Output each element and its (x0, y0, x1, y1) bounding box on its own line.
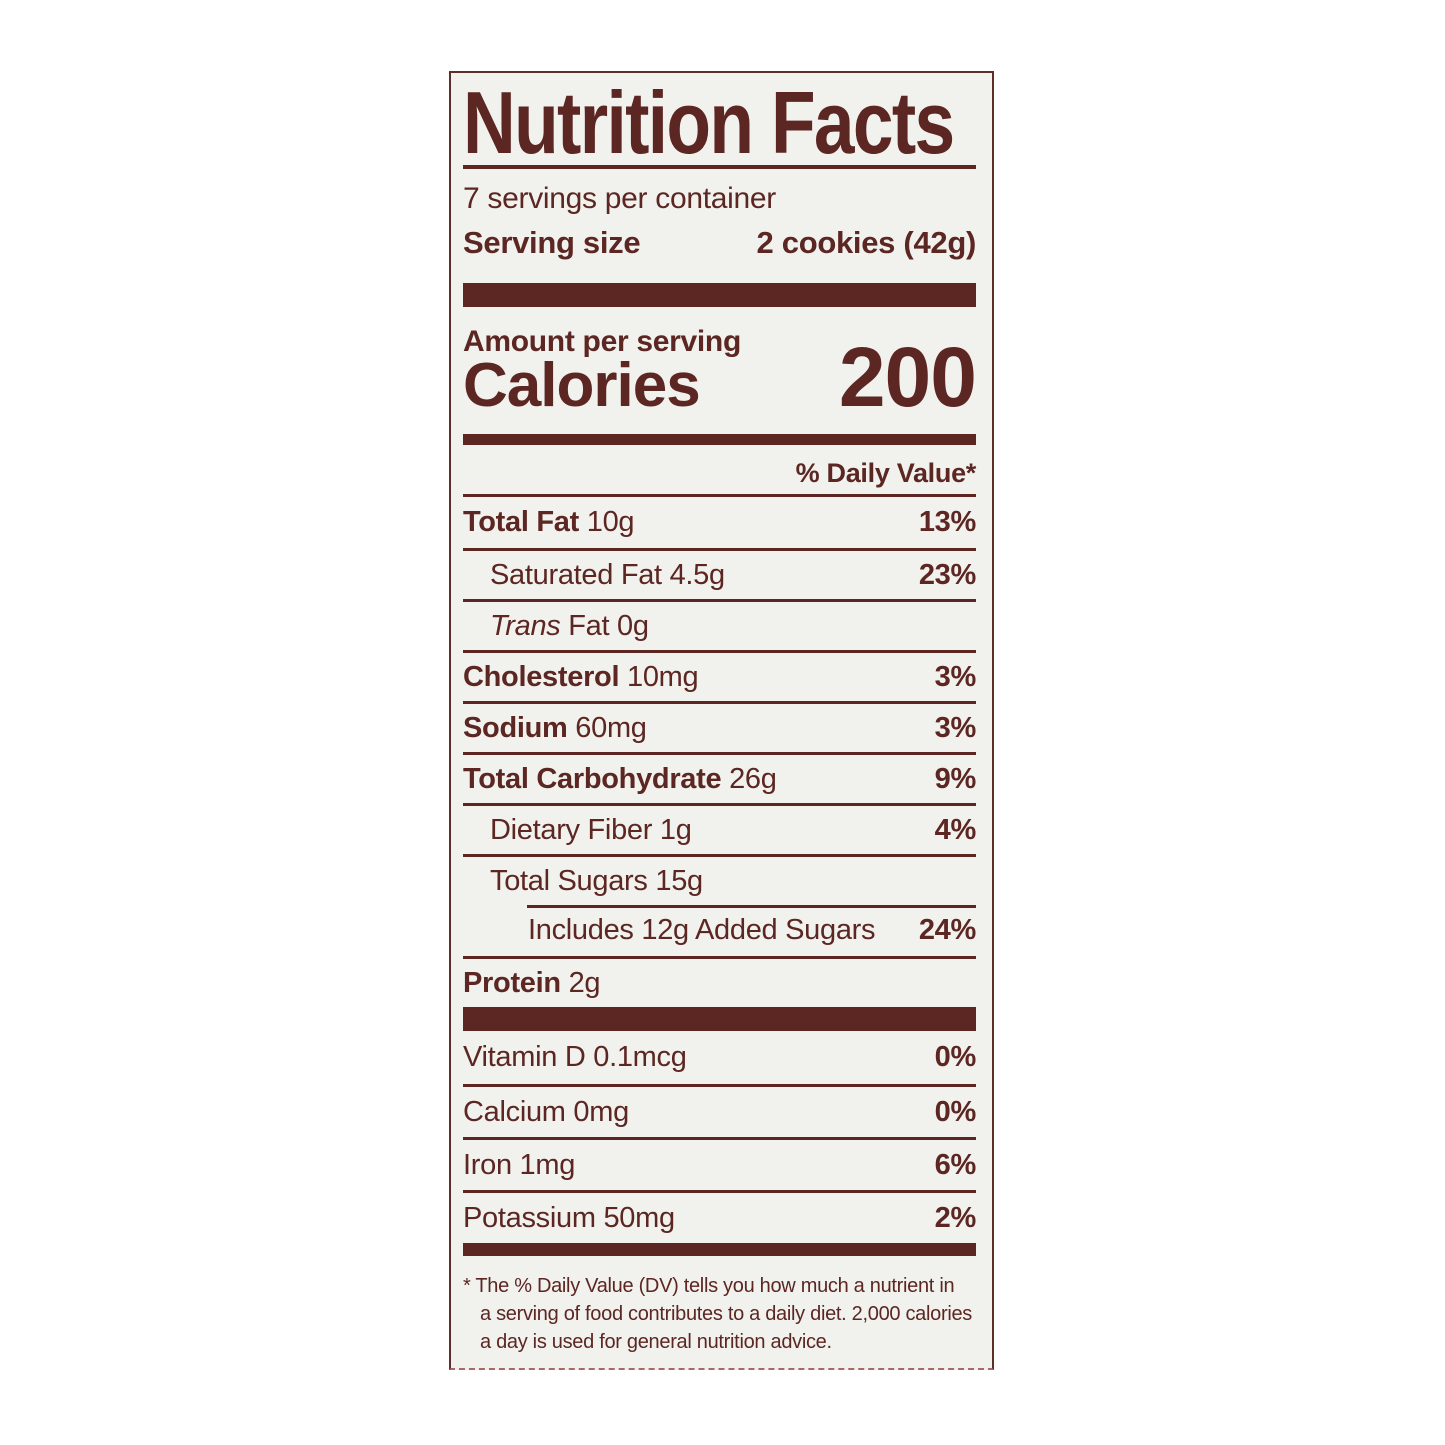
daily-value-percent: 24% (918, 914, 976, 947)
thick-divider-bar-top (463, 283, 976, 308)
nutrient-name: Potassium (463, 1201, 596, 1234)
nutrient-row: Total Carbohydrate 26g 9% (463, 752, 976, 803)
nutrient-name-and-amount: Potassium 50mg (463, 1202, 675, 1235)
nutrient-name-and-amount: Saturated Fat 4.5g (463, 559, 725, 592)
nutrient-amount: 0.1mcg (593, 1041, 687, 1074)
micronutrient-row: Iron 1mg 6% (463, 1137, 976, 1190)
footnote-line: a serving of food contributes to a daily… (480, 1303, 973, 1326)
nutrient-name-and-amount: Sodium 60mg (463, 712, 647, 745)
nutrient-name-and-amount: Total Carbohydrate 26g (463, 763, 777, 796)
title-divider (463, 165, 976, 170)
daily-value-percent: 3% (934, 711, 977, 744)
daily-value-percent: 9% (934, 762, 977, 795)
nutrition-facts-label: Nutrition Facts 7 servings per container… (449, 71, 994, 1370)
daily-value-percent: 2% (934, 1201, 977, 1234)
nutrient-name-and-amount: Vitamin D 0.1mcg (463, 1041, 687, 1074)
nutrient-name: Fat (568, 609, 610, 642)
nutrient-amount: 26g (729, 762, 777, 795)
nutrient-name: Vitamin D (463, 1041, 586, 1074)
serving-size-label: Serving size (463, 225, 641, 261)
micronutrient-rows: Vitamin D 0.1mcg 0% Calcium 0mg 0% Iron 1mg 6… (463, 1031, 976, 1243)
serving-size-value: 2 cookies (42g) (756, 225, 977, 261)
nutrient-row: Trans Fat 0g (463, 599, 976, 650)
nutrient-amount: 10g (586, 506, 635, 539)
daily-value-percent: 13% (918, 506, 976, 539)
daily-value-percent: 3% (934, 660, 977, 693)
nutrient-rows: Total Fat 10g 13% Saturated Fat 4.5g 23% Tra… (463, 497, 976, 1007)
serving-size-row: Serving size 2 cookies (42g) (463, 225, 976, 261)
nutrient-amount: 1g (659, 813, 692, 846)
nutrient-name: Total Carbohydrate (463, 762, 722, 795)
footnote-line: * The % Daily Value (DV) tells you how m… (463, 1275, 955, 1298)
nutrient-name: Iron (463, 1148, 512, 1181)
calories-label: Calories (463, 351, 701, 421)
nutrient-name: Cholesterol (463, 660, 620, 693)
nutrient-name-and-amount: Cholesterol 10mg (463, 660, 699, 694)
nutrient-amount: 0g (617, 609, 649, 642)
nutrient-name-and-amount: Protein 2g (463, 966, 601, 1000)
daily-value-percent: 6% (934, 1148, 977, 1181)
nutrient-row: Cholesterol 10mg 3% (463, 650, 976, 701)
nutrient-row: Total Fat 10g 13% (463, 497, 976, 548)
label-title: Nutrition Facts (463, 73, 955, 172)
nutrient-row: Sodium 60mg 3% (463, 701, 976, 752)
nutrient-amount: 10mg (627, 660, 699, 693)
micronutrient-row: Potassium 50mg 2% (463, 1190, 976, 1243)
nutrient-name-italic-prefix: Trans (490, 609, 561, 642)
nutrient-name-and-amount: Includes 12g Added Sugars (463, 914, 876, 947)
footnote-text: * The % Daily Value (DV) tells you how m… (463, 1272, 976, 1356)
nutrient-name-and-amount: Calcium 0mg (463, 1096, 629, 1129)
nutrient-amount: 0mg (573, 1095, 629, 1128)
nutrient-name: Dietary Fiber (490, 813, 653, 846)
nutrient-name: Sodium (463, 711, 568, 744)
nutrient-row: Saturated Fat 4.5g 23% (463, 548, 976, 599)
nutrient-amount: 50mg (603, 1201, 675, 1234)
nutrient-row: Protein 2g (463, 956, 976, 1007)
daily-value-header: % Daily Value* (463, 458, 976, 498)
micronutrient-row: Vitamin D 0.1mcg 0% (463, 1031, 976, 1084)
nutrient-name: Total Sugars (490, 864, 648, 897)
nutrient-name: Includes 12g Added Sugars (528, 914, 876, 947)
nutrient-row: Dietary Fiber 1g 4% (463, 803, 976, 854)
micronutrient-row: Calcium 0mg 0% (463, 1084, 976, 1137)
nutrient-name-and-amount: Dietary Fiber 1g (463, 814, 692, 847)
nutrient-name-and-amount: Trans Fat 0g (463, 610, 649, 643)
calories-row: Calories 200 (463, 330, 977, 425)
nutrient-name: Calcium (463, 1095, 566, 1128)
medium-divider-bar (463, 434, 976, 446)
calories-value: 200 (838, 330, 977, 425)
footer-divider-bar (463, 1243, 976, 1257)
nutrient-amount: 15g (655, 864, 703, 897)
nutrient-name: Total Fat (463, 506, 579, 539)
nutrient-name-and-amount: Total Fat 10g (463, 506, 635, 539)
nutrient-amount: 4.5g (669, 558, 726, 591)
daily-value-percent: 0% (934, 1041, 977, 1074)
servings-per-container: 7 servings per container (463, 182, 776, 216)
amount-per-serving-label: Amount per serving (463, 325, 741, 359)
thick-divider-bar-bottom (463, 1007, 976, 1032)
nutrient-name-and-amount: Total Sugars 15g (463, 865, 703, 898)
nutrient-row: Total Sugars 15g (463, 854, 976, 905)
nutrient-amount: 60mg (575, 711, 647, 744)
daily-value-percent: 0% (934, 1095, 977, 1128)
nutrient-amount: 2g (568, 966, 601, 999)
nutrient-name: Saturated Fat (490, 558, 662, 591)
nutrient-row: Includes 12g Added Sugars 24% (463, 905, 976, 956)
nutrient-name: Protein (463, 966, 561, 999)
daily-value-percent: 23% (918, 558, 976, 591)
nutrient-name-and-amount: Iron 1mg (463, 1149, 575, 1182)
footnote-line: a day is used for general nutrition advi… (480, 1331, 832, 1354)
nutrient-amount: 1mg (519, 1148, 576, 1181)
daily-value-percent: 4% (934, 813, 977, 846)
